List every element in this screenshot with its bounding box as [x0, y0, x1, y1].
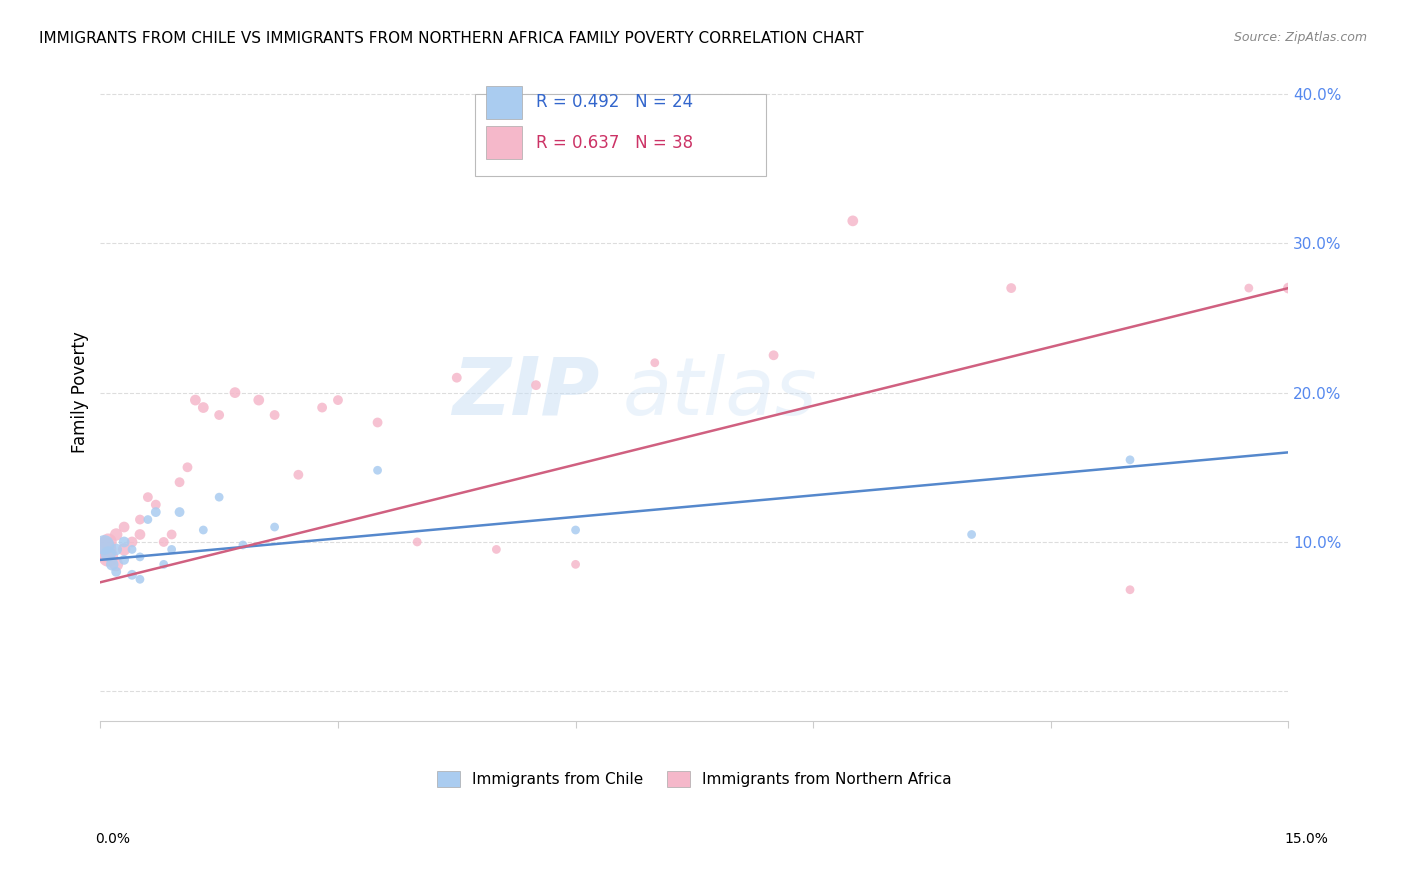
Point	[326, 393, 349, 408]
Text: ZIP: ZIP	[451, 353, 599, 432]
Point	[224, 385, 246, 400]
Point	[129, 572, 152, 586]
Point	[960, 527, 983, 541]
Point	[263, 520, 285, 534]
Point	[193, 401, 215, 415]
Point	[247, 393, 270, 408]
Point	[121, 542, 143, 557]
Point	[446, 370, 468, 384]
Point	[1000, 281, 1022, 295]
Point	[564, 523, 586, 537]
Legend: Immigrants from Chile, Immigrants from Northern Africa: Immigrants from Chile, Immigrants from N…	[432, 765, 957, 794]
FancyBboxPatch shape	[486, 127, 522, 160]
Point	[169, 505, 191, 519]
Point	[524, 378, 547, 392]
Point	[105, 542, 128, 557]
Point	[145, 498, 167, 512]
Point	[1237, 281, 1260, 295]
Point	[93, 542, 115, 557]
Point	[169, 475, 191, 490]
Point	[232, 538, 254, 552]
Point	[193, 523, 215, 537]
Text: Source: ZipAtlas.com: Source: ZipAtlas.com	[1233, 31, 1367, 45]
Point	[485, 542, 508, 557]
Point	[136, 512, 159, 526]
Point	[367, 463, 389, 477]
Point	[263, 408, 285, 422]
Point	[1119, 452, 1142, 467]
Point	[367, 416, 389, 430]
Point	[564, 558, 586, 572]
Point	[311, 401, 333, 415]
Point	[176, 460, 198, 475]
Point	[97, 535, 120, 549]
Text: 0.0%: 0.0%	[96, 832, 131, 846]
Point	[136, 490, 159, 504]
Point	[129, 512, 152, 526]
Point	[101, 558, 124, 572]
Point	[152, 558, 174, 572]
Point	[129, 549, 152, 564]
Point	[105, 558, 128, 572]
FancyBboxPatch shape	[486, 86, 522, 119]
Point	[112, 520, 135, 534]
Point	[112, 535, 135, 549]
Text: 15.0%: 15.0%	[1285, 832, 1329, 846]
Point	[406, 535, 429, 549]
Text: atlas: atlas	[623, 353, 818, 432]
Point	[129, 527, 152, 541]
Point	[121, 535, 143, 549]
Point	[105, 565, 128, 579]
Point	[644, 356, 666, 370]
Text: R = 0.637   N = 38: R = 0.637 N = 38	[536, 134, 693, 152]
Point	[1119, 582, 1142, 597]
Point	[842, 214, 865, 228]
Point	[1277, 281, 1299, 295]
Point	[208, 490, 231, 504]
Point	[105, 527, 128, 541]
Y-axis label: Family Poverty: Family Poverty	[72, 332, 89, 453]
Point	[145, 505, 167, 519]
Point	[121, 567, 143, 582]
Point	[287, 467, 309, 482]
Point	[112, 542, 135, 557]
Point	[184, 393, 207, 408]
Point	[112, 553, 135, 567]
Text: IMMIGRANTS FROM CHILE VS IMMIGRANTS FROM NORTHERN AFRICA FAMILY POVERTY CORRELAT: IMMIGRANTS FROM CHILE VS IMMIGRANTS FROM…	[39, 31, 865, 46]
Point	[93, 538, 115, 552]
Point	[160, 542, 183, 557]
Text: R = 0.492   N = 24: R = 0.492 N = 24	[536, 93, 693, 112]
Point	[208, 408, 231, 422]
Point	[97, 547, 120, 561]
Point	[97, 549, 120, 564]
FancyBboxPatch shape	[475, 94, 766, 176]
Point	[152, 535, 174, 549]
Point	[762, 348, 785, 362]
Point	[160, 527, 183, 541]
